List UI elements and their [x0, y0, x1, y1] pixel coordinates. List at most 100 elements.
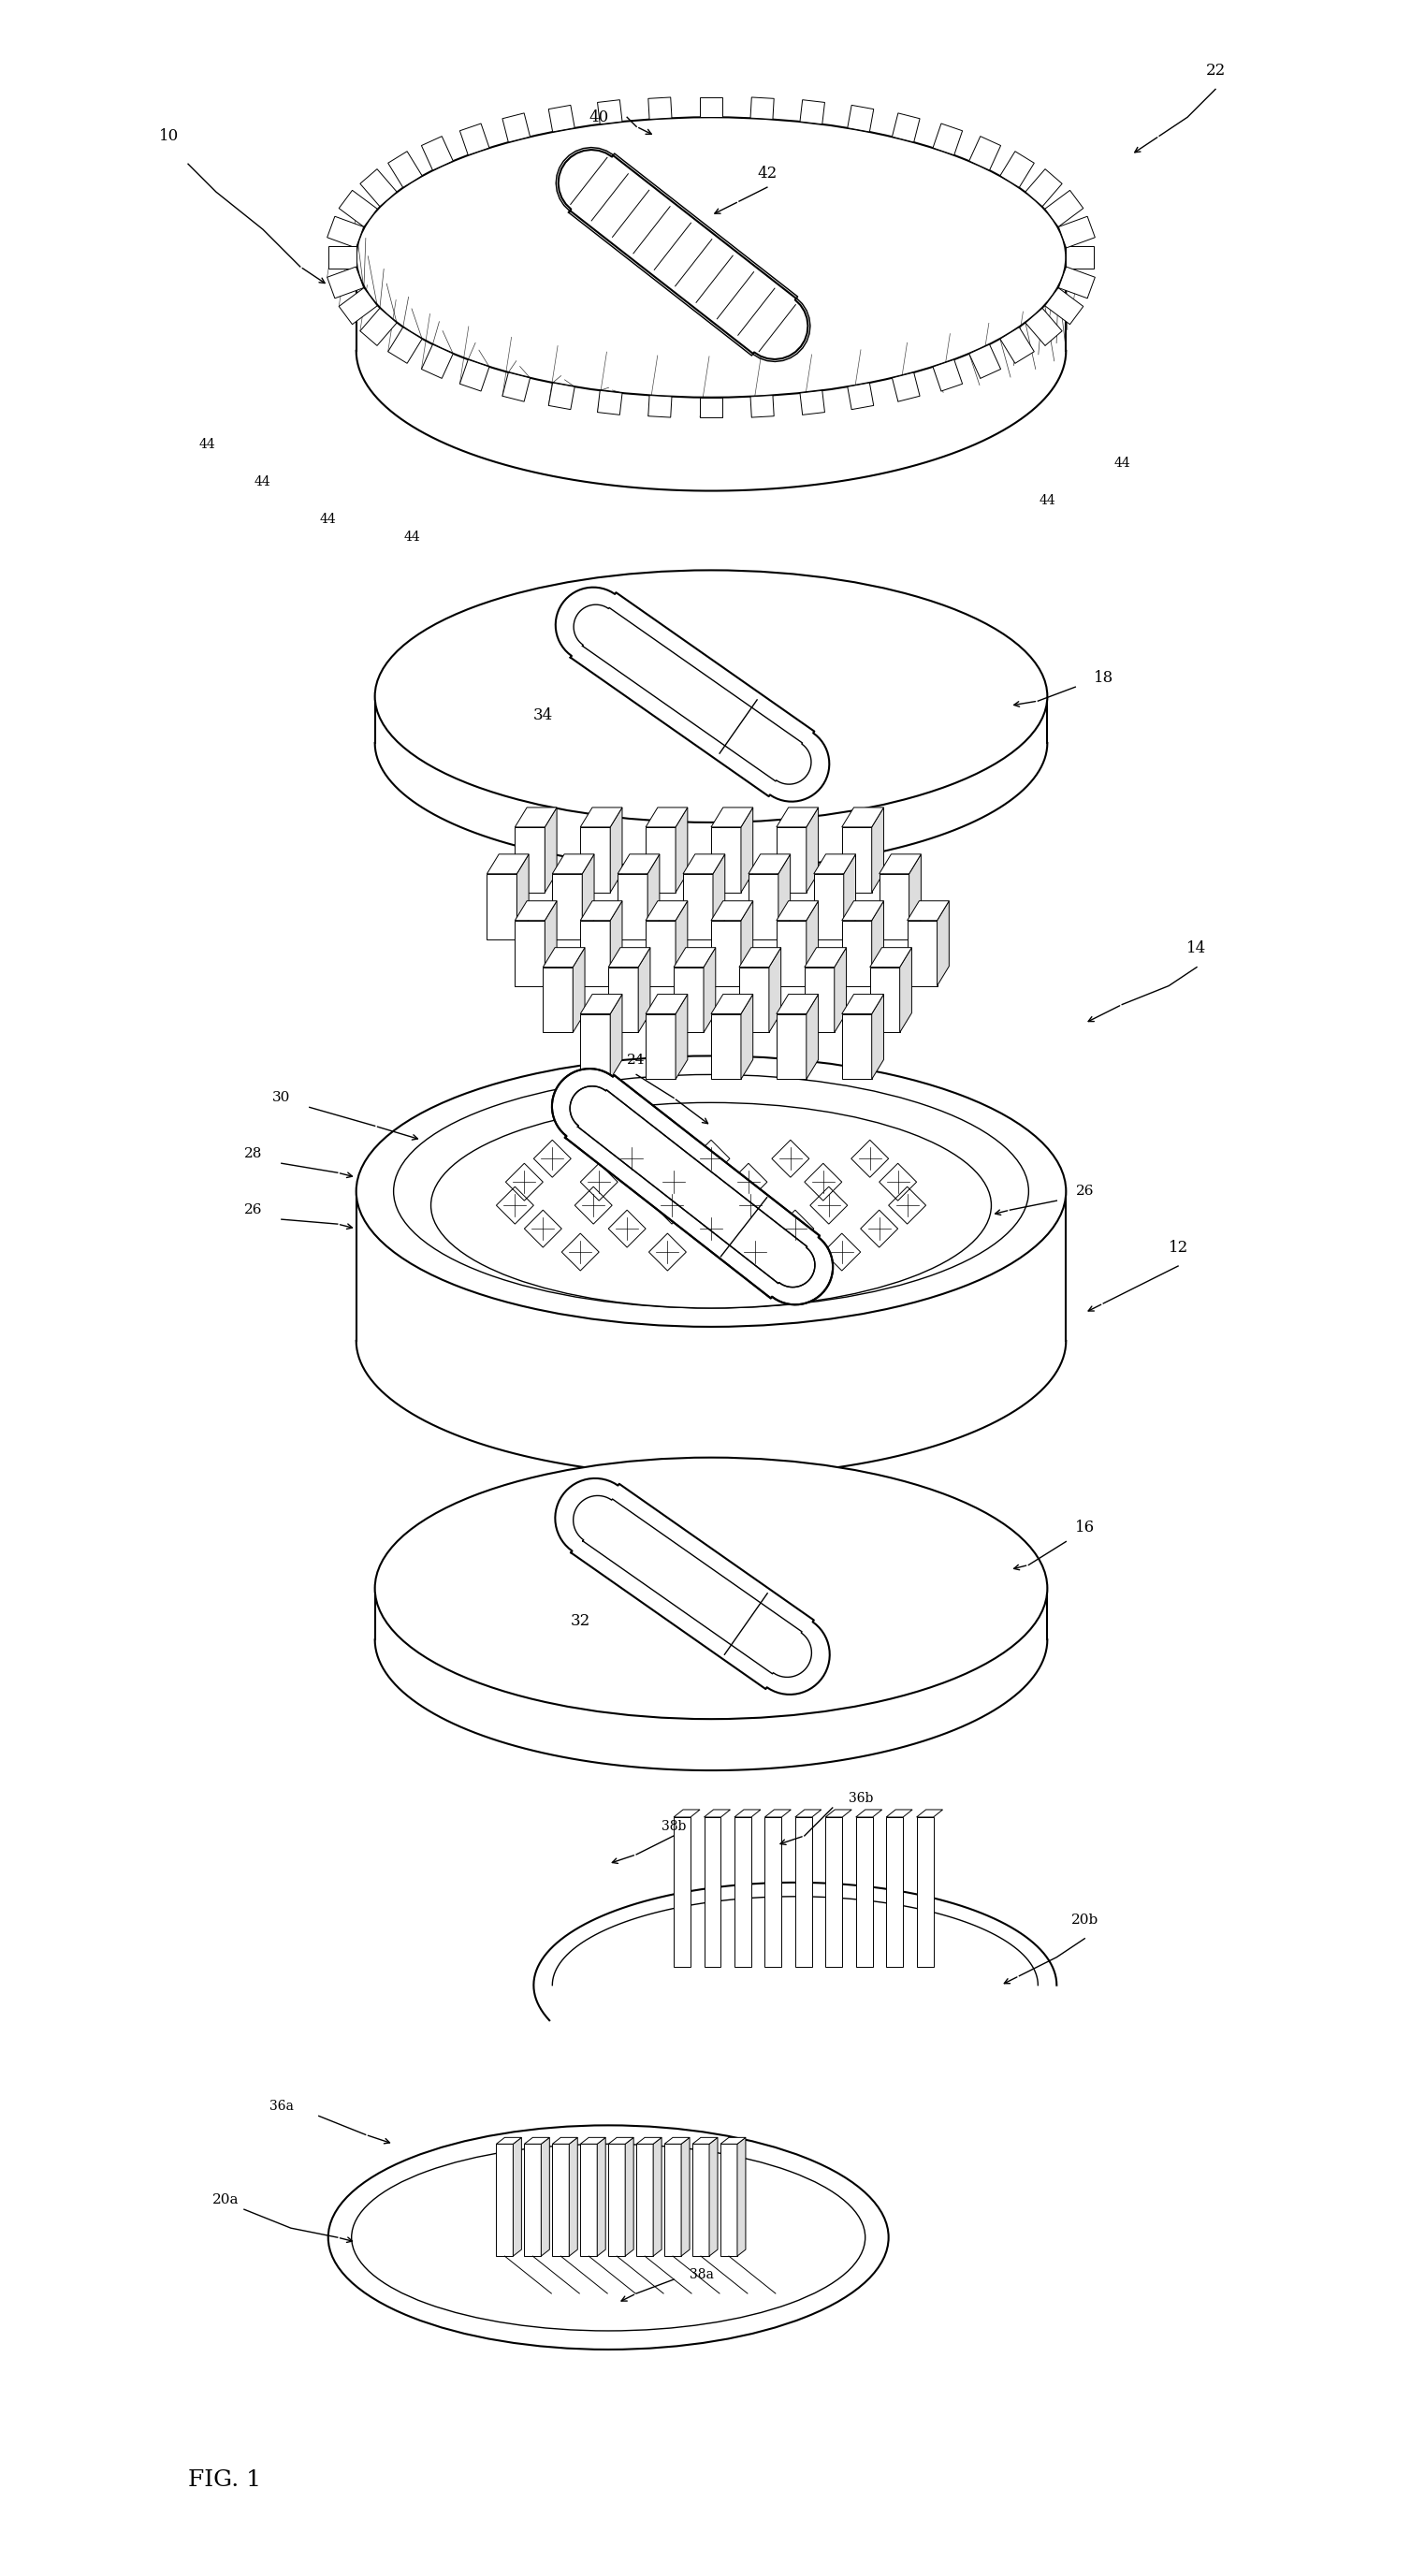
Ellipse shape: [375, 569, 1047, 822]
Polygon shape: [674, 1816, 691, 1965]
Polygon shape: [856, 1816, 872, 1965]
Polygon shape: [737, 2138, 745, 2257]
Polygon shape: [969, 137, 1000, 170]
Text: 28: 28: [245, 1146, 262, 1162]
Text: 26: 26: [244, 1203, 262, 1216]
Polygon shape: [608, 966, 638, 1033]
Polygon shape: [610, 902, 623, 987]
Polygon shape: [551, 1069, 832, 1303]
Polygon shape: [933, 124, 962, 155]
Polygon shape: [514, 920, 544, 987]
Polygon shape: [879, 873, 909, 940]
Polygon shape: [1000, 152, 1035, 188]
Text: 26: 26: [1076, 1185, 1094, 1198]
Text: 30: 30: [272, 1092, 291, 1105]
Text: 32: 32: [570, 1613, 590, 1628]
Polygon shape: [646, 806, 688, 827]
Polygon shape: [597, 100, 623, 124]
Ellipse shape: [430, 1103, 992, 1309]
Text: 16: 16: [1074, 1520, 1094, 1535]
Polygon shape: [721, 2143, 737, 2257]
Polygon shape: [748, 873, 778, 940]
Polygon shape: [674, 948, 715, 966]
Polygon shape: [608, 2143, 626, 2257]
Polygon shape: [544, 902, 557, 987]
Polygon shape: [805, 966, 835, 1033]
Polygon shape: [916, 1808, 943, 1816]
Polygon shape: [908, 920, 938, 987]
Polygon shape: [741, 806, 752, 891]
Polygon shape: [580, 806, 623, 827]
Polygon shape: [542, 2138, 550, 2257]
Polygon shape: [869, 966, 899, 1033]
Text: 22: 22: [1206, 62, 1226, 77]
Ellipse shape: [393, 1074, 1029, 1309]
Polygon shape: [777, 827, 807, 891]
Polygon shape: [872, 806, 884, 891]
Polygon shape: [848, 384, 874, 410]
Polygon shape: [683, 855, 725, 873]
Polygon shape: [751, 394, 774, 417]
Polygon shape: [799, 392, 825, 415]
Polygon shape: [617, 855, 660, 873]
Polygon shape: [524, 2138, 550, 2143]
Polygon shape: [740, 966, 770, 1033]
Polygon shape: [872, 994, 884, 1079]
Polygon shape: [637, 2143, 653, 2257]
Polygon shape: [814, 855, 855, 873]
Polygon shape: [388, 327, 422, 363]
Polygon shape: [872, 902, 884, 987]
Polygon shape: [544, 806, 557, 891]
Polygon shape: [675, 806, 688, 891]
Ellipse shape: [375, 1458, 1047, 1718]
Polygon shape: [848, 106, 874, 131]
Polygon shape: [1059, 268, 1094, 299]
Polygon shape: [608, 948, 650, 966]
Polygon shape: [646, 902, 688, 920]
Text: FIG. 1: FIG. 1: [188, 2470, 261, 2491]
Polygon shape: [646, 1015, 675, 1079]
Polygon shape: [487, 873, 517, 940]
Polygon shape: [869, 948, 912, 966]
Polygon shape: [856, 1808, 882, 1816]
Polygon shape: [799, 100, 825, 124]
Polygon shape: [899, 948, 912, 1033]
Polygon shape: [646, 827, 675, 891]
Polygon shape: [704, 1808, 730, 1816]
Polygon shape: [683, 873, 712, 940]
Polygon shape: [1026, 170, 1062, 206]
Polygon shape: [777, 994, 818, 1015]
Polygon shape: [597, 2138, 606, 2257]
Text: 10: 10: [160, 129, 180, 144]
Polygon shape: [496, 2143, 513, 2257]
Polygon shape: [517, 855, 529, 940]
Polygon shape: [825, 1808, 852, 1816]
Polygon shape: [503, 113, 530, 142]
Polygon shape: [879, 855, 921, 873]
Polygon shape: [580, 2143, 597, 2257]
Polygon shape: [681, 2138, 690, 2257]
Polygon shape: [646, 994, 688, 1015]
Polygon shape: [617, 873, 647, 940]
Polygon shape: [842, 806, 884, 827]
Polygon shape: [938, 902, 949, 987]
Polygon shape: [647, 855, 660, 940]
Text: 40: 40: [589, 108, 608, 126]
Polygon shape: [825, 1816, 842, 1965]
Polygon shape: [524, 2143, 542, 2257]
Polygon shape: [648, 394, 671, 417]
Text: 38b: 38b: [661, 1819, 685, 1834]
Text: 24: 24: [627, 1054, 646, 1066]
Text: 14: 14: [1187, 940, 1207, 956]
Polygon shape: [653, 2138, 661, 2257]
Polygon shape: [710, 2138, 718, 2257]
Polygon shape: [549, 106, 574, 131]
Polygon shape: [842, 902, 884, 920]
Polygon shape: [496, 2138, 522, 2143]
Polygon shape: [674, 1808, 700, 1816]
Polygon shape: [549, 384, 574, 410]
Polygon shape: [909, 855, 921, 940]
Text: 12: 12: [1168, 1239, 1188, 1255]
Polygon shape: [700, 98, 722, 118]
Polygon shape: [583, 855, 594, 940]
